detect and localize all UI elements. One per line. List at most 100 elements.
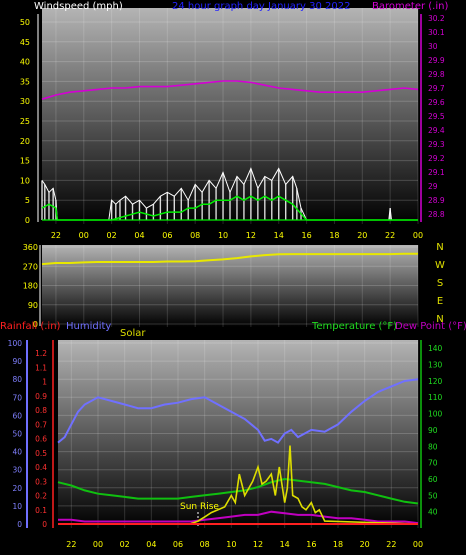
temperature-tick-label: 140 bbox=[428, 344, 443, 353]
barometer-tick-label: 30.2 bbox=[428, 14, 445, 23]
rainfall-tick-label: 0.1 bbox=[35, 506, 47, 515]
time-tick-label: 02 bbox=[107, 231, 117, 240]
time-tick-label: 14 bbox=[274, 231, 284, 240]
direction-panel-series bbox=[41, 252, 418, 266]
barometer-tick-label: 29 bbox=[428, 182, 438, 191]
temperature-tick-label: 70 bbox=[428, 459, 438, 468]
time-tick-label: 18 bbox=[333, 540, 343, 549]
wind-direction-line bbox=[41, 252, 418, 266]
windspeed-tick-label: 50 bbox=[20, 18, 30, 27]
barometer-tick-label: 28.8 bbox=[428, 210, 445, 219]
barometer-tick-label: 29.2 bbox=[428, 154, 445, 163]
humidity-axis-label: Humidity bbox=[66, 321, 111, 332]
time-tick-label: 22 bbox=[385, 231, 395, 240]
time-tick-label: 22 bbox=[386, 540, 396, 549]
time-tick-label: 22 bbox=[66, 540, 76, 549]
direction-tick-label: 360 bbox=[23, 243, 38, 252]
direction-tick-label: 270 bbox=[23, 262, 38, 271]
solar-axis-label: Solar bbox=[120, 328, 146, 339]
time-tick-label: 12 bbox=[246, 231, 256, 240]
solar-line bbox=[58, 445, 419, 525]
rainfall-tick-label: 0.8 bbox=[35, 406, 47, 415]
rainfall-tick-label: 0.9 bbox=[35, 392, 47, 401]
time-tick-label: 02 bbox=[120, 540, 130, 549]
barometer-tick-label: 29.9 bbox=[428, 56, 445, 65]
humidity-tick-label: 40 bbox=[12, 448, 22, 457]
time-tick-label: 00 bbox=[93, 540, 103, 549]
time-tick-label: 10 bbox=[218, 231, 228, 240]
humidity-tick-label: 0 bbox=[17, 520, 22, 529]
time-tick-label: 00 bbox=[79, 231, 89, 240]
dewpoint-line bbox=[58, 510, 419, 525]
windspeed-tick-label: 20 bbox=[20, 137, 30, 146]
barometer-tick-label: 29.3 bbox=[428, 140, 445, 149]
temperature-tick-label: 80 bbox=[428, 442, 438, 451]
time-tick-label: 16 bbox=[301, 231, 311, 240]
windspeed-tick-label: 5 bbox=[25, 196, 30, 205]
humidity-tick-label: 80 bbox=[12, 375, 22, 384]
rainfall-tick-label: 0.2 bbox=[35, 492, 47, 501]
barometer-tick-label: 29.1 bbox=[428, 168, 445, 177]
time-tick-label: 08 bbox=[190, 231, 200, 240]
temperature-line bbox=[57, 477, 419, 505]
compass-label: S bbox=[437, 278, 443, 289]
wind-panel-series bbox=[41, 80, 419, 221]
temperature-tick-label: 50 bbox=[428, 491, 438, 500]
rainfall-tick-label: 0.3 bbox=[35, 477, 47, 486]
time-tick-label: 20 bbox=[360, 540, 370, 549]
temperature-tick-label: 90 bbox=[428, 426, 438, 435]
time-tick-label: 00 bbox=[413, 540, 423, 549]
time-tick-label: 20 bbox=[357, 231, 367, 240]
rainfall-axis-label: Rainfall (.in) bbox=[0, 321, 61, 332]
barometer-tick-label: 29.4 bbox=[428, 126, 445, 135]
temperature-tick-label: 40 bbox=[428, 508, 438, 517]
windspeed-tick-label: 30 bbox=[20, 97, 30, 106]
humidity-tick-label: 30 bbox=[12, 466, 22, 475]
humidity-tick-label: 100 bbox=[8, 339, 23, 348]
rainfall-tick-label: 1 bbox=[42, 378, 47, 387]
rainfall-tick-label: 0.7 bbox=[35, 420, 47, 429]
rainfall-tick-label: 0.6 bbox=[35, 435, 47, 444]
climate-panel-series bbox=[57, 378, 419, 527]
windspeed-axis-label: Windspeed (mph) bbox=[34, 1, 123, 12]
barometer-tick-label: 29.5 bbox=[428, 112, 445, 121]
direction-tick-label: 0 bbox=[33, 320, 38, 329]
humidity-tick-label: 50 bbox=[12, 430, 22, 439]
windspeed-tick-label: 15 bbox=[20, 157, 30, 166]
time-tick-label: 22 bbox=[51, 231, 61, 240]
time-tick-label: 04 bbox=[134, 231, 144, 240]
rainfall-tick-label: 0.4 bbox=[35, 463, 47, 472]
climate-panel-axes: 10090807060504030201001.21.110.90.80.70.… bbox=[8, 339, 443, 549]
humidity-tick-label: 70 bbox=[12, 393, 22, 402]
dewpoint-axis-label: Dew Point (°F) bbox=[395, 321, 466, 332]
rainfall-tick-label: 1.2 bbox=[35, 349, 47, 358]
sunrise-label: Sun Rise bbox=[180, 502, 219, 512]
compass-label: E bbox=[437, 296, 443, 307]
climate-panel-grid bbox=[58, 340, 419, 528]
graph-title: 24 hour graph day January 30 2022 bbox=[172, 1, 350, 12]
time-tick-label: 00 bbox=[413, 231, 423, 240]
windspeed-tick-label: 25 bbox=[20, 117, 30, 126]
time-tick-label: 10 bbox=[226, 540, 236, 549]
temperature-tick-label: 120 bbox=[428, 377, 443, 386]
barometer-tick-label: 29.6 bbox=[428, 98, 445, 107]
compass-label: N bbox=[436, 242, 443, 253]
humidity-tick-label: 90 bbox=[12, 357, 22, 366]
barometer-tick-label: 28.9 bbox=[428, 196, 445, 205]
humidity-tick-label: 20 bbox=[12, 484, 22, 493]
barometer-axis-label: Barometer (.in) bbox=[372, 1, 448, 12]
wind-panel-background bbox=[42, 8, 418, 224]
barometer-tick-label: 29.8 bbox=[428, 70, 445, 79]
humidity-tick-label: 10 bbox=[12, 502, 22, 511]
wind-panel-axes: 5045403530252015105030.230.13029.929.829… bbox=[20, 14, 445, 240]
time-tick-label: 06 bbox=[173, 540, 183, 549]
barometer-line bbox=[41, 80, 419, 100]
time-tick-label: 08 bbox=[200, 540, 210, 549]
temperature-tick-label: 100 bbox=[428, 410, 443, 419]
time-tick-label: 06 bbox=[162, 231, 172, 240]
barometer-tick-label: 29.7 bbox=[428, 84, 445, 93]
windspeed-tick-label: 0 bbox=[25, 216, 30, 225]
humidity-tick-label: 60 bbox=[12, 411, 22, 420]
rainfall-tick-label: 1.1 bbox=[35, 363, 47, 372]
compass-label: N bbox=[436, 314, 443, 325]
